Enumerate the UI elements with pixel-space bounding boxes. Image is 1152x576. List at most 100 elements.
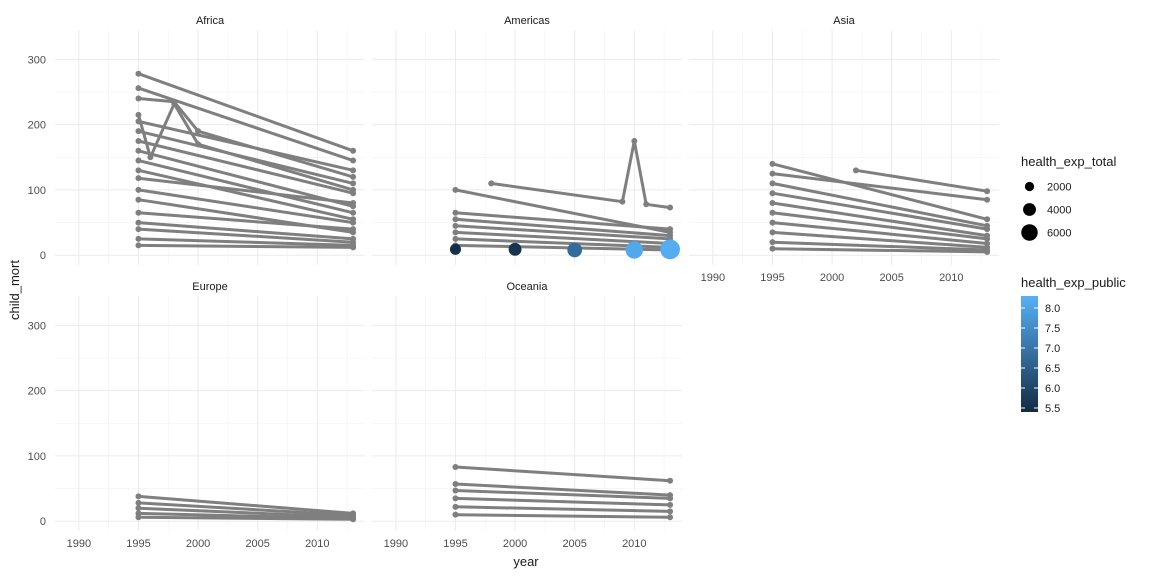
- series-line: [771, 240, 989, 252]
- series-point: [135, 235, 142, 242]
- series-point: [667, 226, 674, 233]
- series-line: [137, 237, 355, 247]
- x-tick-label: 1990: [67, 538, 91, 550]
- series-point: [769, 170, 776, 177]
- series-line: [771, 191, 989, 231]
- color-legend-title: health_exp_public: [1021, 275, 1126, 290]
- series-point: [984, 248, 991, 255]
- series-point: [643, 201, 650, 208]
- series-point: [452, 503, 459, 510]
- series-line: [454, 211, 672, 231]
- series-line: [137, 129, 355, 185]
- series-point: [769, 209, 776, 216]
- series-line: [454, 513, 672, 519]
- series-point: [350, 190, 357, 197]
- series-point: [135, 128, 142, 135]
- x-tick-label: 2010: [305, 538, 329, 550]
- series-point: [350, 226, 357, 233]
- panel-americas: Americas: [372, 15, 682, 265]
- health-exp-point: [449, 243, 461, 255]
- series-point: [350, 199, 357, 206]
- series-point: [769, 160, 776, 167]
- y-tick-label: 300: [28, 54, 46, 66]
- x-tick-label: 2005: [245, 538, 269, 550]
- series-point: [171, 100, 178, 107]
- series-point: [769, 245, 776, 252]
- series-line: [771, 201, 989, 238]
- series-point: [452, 186, 459, 193]
- series-point: [350, 244, 357, 251]
- series-point: [984, 196, 991, 203]
- series-line: [771, 211, 989, 241]
- series-line: [137, 139, 355, 195]
- series-point: [350, 157, 357, 164]
- x-tick-label: 2010: [622, 538, 646, 550]
- facet-label-oceania: Oceania: [507, 281, 549, 293]
- health-exp-point: [567, 242, 583, 258]
- series-point: [667, 514, 674, 521]
- y-tick-label: 100: [28, 451, 46, 463]
- series-line: [137, 168, 355, 221]
- series-point: [667, 508, 674, 515]
- series-point: [984, 216, 991, 223]
- x-tick-label: 2000: [820, 272, 844, 284]
- series-point: [135, 157, 142, 164]
- facet-label-europe: Europe: [192, 281, 227, 293]
- series-line: [771, 247, 989, 254]
- size-legend-label: 2000: [1047, 182, 1071, 194]
- series-line: [454, 217, 672, 238]
- x-tick-label: 2005: [562, 538, 586, 550]
- series-point: [135, 226, 142, 233]
- series-point: [769, 190, 776, 197]
- x-tick-label: 1995: [443, 538, 467, 550]
- y-tick-label: 0: [40, 516, 46, 528]
- series-line: [854, 168, 989, 193]
- series-line: [454, 465, 672, 483]
- series-line: [771, 162, 989, 221]
- x-axis-title: year: [513, 554, 539, 569]
- series-point: [135, 514, 142, 521]
- series-point: [135, 219, 142, 226]
- series-line: [454, 224, 672, 241]
- color-legend-label: 6.5: [1045, 363, 1060, 375]
- series-point: [667, 495, 674, 502]
- series-line: [454, 496, 672, 507]
- health-exp-point: [508, 242, 522, 256]
- x-tick-label: 1990: [701, 272, 725, 284]
- series-point: [452, 511, 459, 518]
- series-line: [137, 494, 355, 515]
- color-legend: health_exp_public 5.5 6.0 6.5 7.0 7.5 8.0: [1021, 275, 1126, 415]
- series-point: [631, 137, 638, 144]
- series-line: [771, 230, 989, 249]
- series-line: [137, 159, 355, 215]
- color-legend-label: 7.0: [1045, 343, 1060, 355]
- series-point: [452, 216, 459, 223]
- series-point: [350, 173, 357, 180]
- series-point: [667, 204, 674, 211]
- series-point: [135, 85, 142, 92]
- facet-label-americas: Americas: [504, 15, 550, 27]
- series-point: [452, 235, 459, 242]
- series-point: [350, 167, 357, 174]
- panel-asia: Asia 1990 1995 2000 2005 2010: [689, 15, 999, 284]
- series-point: [452, 222, 459, 229]
- series-point: [984, 235, 991, 242]
- series-line: [454, 505, 672, 513]
- x-tick-label: 1995: [126, 538, 150, 550]
- series-line: [771, 221, 989, 245]
- series-point: [452, 464, 459, 471]
- series-point: [452, 229, 459, 236]
- series-point: [135, 196, 142, 203]
- x-tick-label: 2000: [186, 538, 210, 550]
- y-axis-title: child_mort: [7, 260, 22, 320]
- series-point: [667, 477, 674, 484]
- series-point: [135, 175, 142, 182]
- series-point: [452, 209, 459, 216]
- x-tick-label: 2005: [879, 272, 903, 284]
- health-exp-point: [660, 239, 680, 260]
- series-point: [350, 219, 357, 226]
- series-point: [984, 226, 991, 233]
- color-legend-label: 5.5: [1045, 403, 1060, 415]
- series-point: [984, 188, 991, 195]
